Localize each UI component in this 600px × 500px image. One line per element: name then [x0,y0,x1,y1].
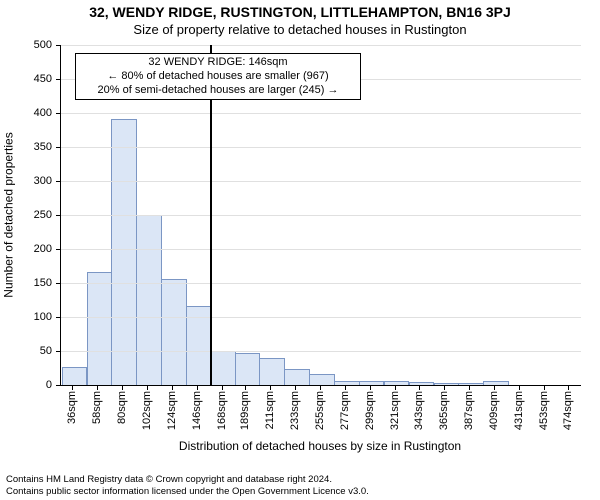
histogram-bar [136,215,162,385]
page-title: 32, WENDY RIDGE, RUSTINGTON, LITTLEHAMPT… [0,4,600,20]
y-tick-label: 250 [34,209,52,221]
histogram-bar [259,358,285,385]
x-tick-mark [295,385,296,390]
y-tick-label: 0 [46,379,52,391]
x-tick-label: 277sqm [339,391,351,430]
x-tick-label: 343sqm [413,391,425,430]
y-tick-mark [56,147,61,148]
gridline [61,317,581,318]
y-tick-label: 300 [34,175,52,187]
histogram-bar [211,351,237,385]
y-tick-mark [56,215,61,216]
x-tick-label: 80sqm [116,391,128,424]
y-tick-label: 150 [34,277,52,289]
x-tick-label: 321sqm [389,391,401,430]
callout-line3: 20% of semi-detached houses are larger (… [80,84,356,98]
y-tick-label: 450 [34,73,52,85]
y-tick-label: 200 [34,243,52,255]
histogram-bar [235,353,261,385]
callout-line2: ← 80% of detached houses are smaller (96… [80,70,356,84]
y-tick-mark [56,351,61,352]
x-tick-label: 168sqm [216,391,228,430]
x-ticks: 36sqm 58sqm 80sqm 102sqm 124sqm 146sqm 168sqm 1… [60,385,580,445]
gridline [61,113,581,114]
y-tick-mark [56,181,61,182]
histogram-bar [111,119,137,385]
plot-area: 32 WENDY RIDGE: 146sqm ← 80% of detached… [60,45,581,386]
gridline [61,351,581,352]
footer-line2: Contains public sector information licen… [6,486,369,498]
y-tick-label: 350 [34,141,52,153]
gridline [61,181,581,182]
x-tick-mark [222,385,223,390]
x-tick-label: 189sqm [239,391,251,430]
x-tick-label: 431sqm [513,391,525,430]
x-tick-label: 124sqm [166,391,178,430]
x-tick-mark [544,385,545,390]
x-tick-mark [122,385,123,390]
footer-line1: Contains HM Land Registry data © Crown c… [6,474,369,486]
gridline [61,45,581,46]
gridline [61,147,581,148]
x-tick-label: 58sqm [91,391,103,424]
x-tick-label: 211sqm [264,391,276,429]
y-tick-label: 100 [34,311,52,323]
x-tick-mark [519,385,520,390]
footer: Contains HM Land Registry data © Crown c… [6,474,369,498]
chart-container: Number of detached properties 0501001502… [0,37,600,455]
x-tick-mark [245,385,246,390]
x-tick-mark [320,385,321,390]
histogram-bar [161,279,187,385]
x-tick-label: 255sqm [314,391,326,430]
x-tick-mark [172,385,173,390]
x-axis-label: Distribution of detached houses by size … [60,439,580,453]
x-tick-label: 299sqm [364,391,376,430]
histogram-bar [284,369,310,385]
callout-box: 32 WENDY RIDGE: 146sqm ← 80% of detached… [75,53,361,100]
callout-line1: 32 WENDY RIDGE: 146sqm [80,56,356,70]
x-tick-mark [97,385,98,390]
y-tick-mark [56,283,61,284]
y-ticks: 050100150200250300350400450500 [0,45,56,385]
x-tick-label: 102sqm [141,391,153,430]
x-tick-mark [419,385,420,390]
page-subtitle: Size of property relative to detached ho… [0,22,600,37]
y-tick-label: 500 [34,39,52,51]
y-tick-mark [56,45,61,46]
x-tick-mark [370,385,371,390]
gridline [61,283,581,284]
x-tick-label: 146sqm [191,391,203,430]
x-tick-mark [345,385,346,390]
x-tick-mark [147,385,148,390]
x-tick-label: 365sqm [438,391,450,430]
y-tick-mark [56,79,61,80]
x-tick-mark [444,385,445,390]
histogram-bar [62,367,88,385]
y-tick-label: 50 [40,345,52,357]
y-tick-mark [56,249,61,250]
y-tick-label: 400 [34,107,52,119]
histogram-bar [87,272,113,385]
y-tick-mark [56,317,61,318]
x-tick-mark [72,385,73,390]
x-tick-label: 36sqm [66,391,78,424]
x-tick-label: 409sqm [488,391,500,430]
x-tick-mark [568,385,569,390]
x-tick-mark [469,385,470,390]
x-tick-mark [395,385,396,390]
histogram-bar [309,374,335,385]
gridline [61,215,581,216]
x-tick-mark [197,385,198,390]
y-tick-mark [56,113,61,114]
x-tick-mark [270,385,271,390]
x-tick-mark [494,385,495,390]
x-tick-label: 474sqm [562,391,574,430]
gridline [61,249,581,250]
x-tick-label: 233sqm [289,391,301,430]
x-tick-label: 387sqm [463,391,475,430]
x-tick-label: 453sqm [538,391,550,430]
